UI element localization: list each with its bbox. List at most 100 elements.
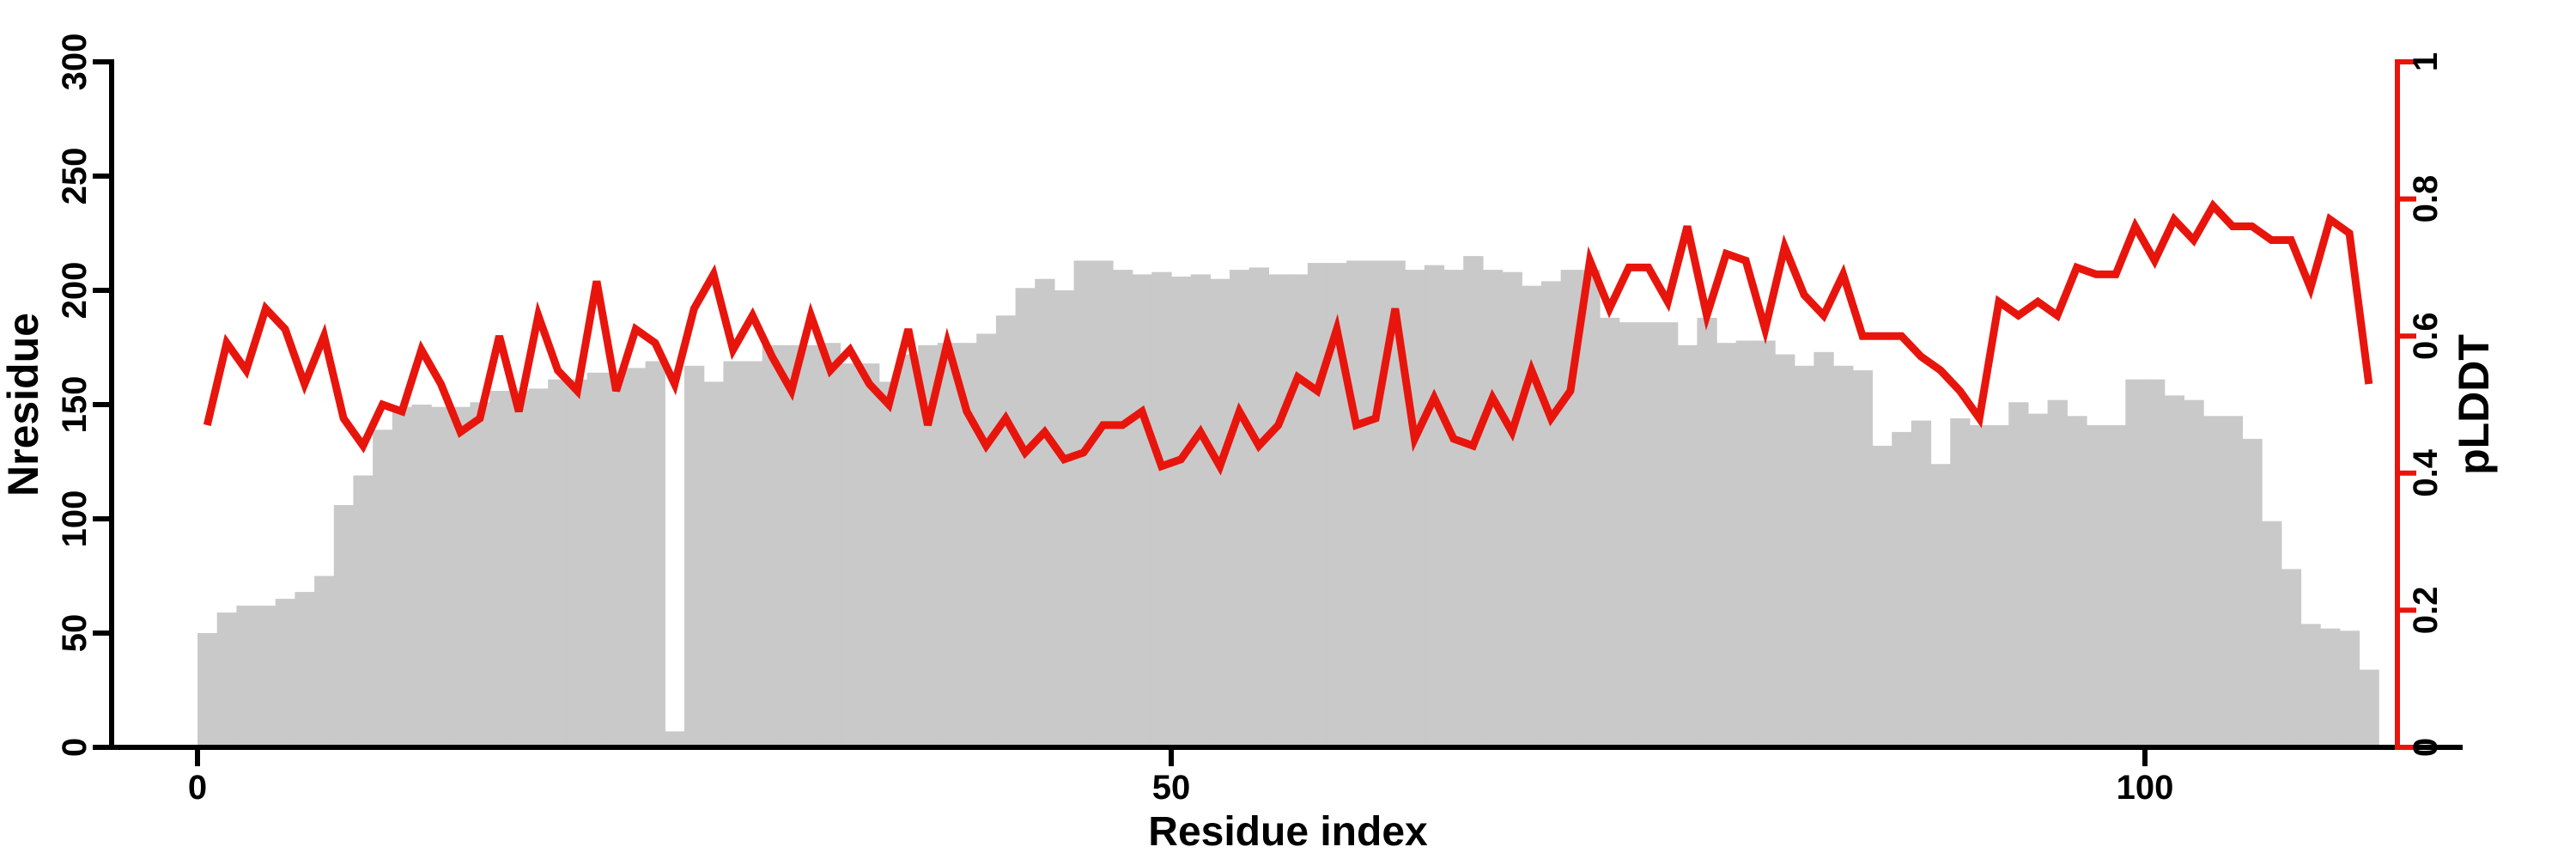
left-axis-tick-label: 300 <box>56 34 94 91</box>
nresidue-bar <box>1365 260 1387 747</box>
nresidue-bar <box>528 388 549 747</box>
nresidue-bar <box>1930 464 1951 747</box>
nresidue-bar <box>665 731 685 747</box>
nresidue-bar <box>1385 260 1406 747</box>
nresidue-bar <box>995 315 1017 747</box>
nresidue-bar <box>1833 365 1854 747</box>
nresidue-bar <box>2262 521 2282 747</box>
nresidue-bar <box>489 391 510 747</box>
nresidue-bar <box>1950 418 1971 747</box>
nresidue-bar <box>1638 322 1659 747</box>
nresidue-bar <box>840 363 860 747</box>
nresidue-bar <box>2087 424 2107 747</box>
nresidue-bar <box>275 599 295 747</box>
x-axis-tick-label: 100 <box>2117 769 2174 807</box>
nresidue-bar <box>820 343 841 747</box>
left-axis-tick-label: 150 <box>56 376 94 434</box>
nresidue-bar <box>216 612 237 747</box>
nresidue-bar <box>918 344 939 747</box>
nresidue-bar <box>878 381 900 747</box>
nresidue-bar <box>1190 274 1211 747</box>
nresidue-bar <box>1113 270 1133 748</box>
nresidue-bar <box>1424 265 1445 747</box>
nresidue-bar <box>1268 274 1289 747</box>
nresidue-bar <box>976 333 997 747</box>
nresidue-bar <box>1658 322 1679 747</box>
nresidue-bar <box>743 361 763 747</box>
nresidue-bar <box>1307 263 1328 748</box>
nresidue-bar <box>1443 270 1464 748</box>
right-axis-title: pLDDT <box>2450 334 2498 475</box>
nresidue-bar <box>2359 669 2379 747</box>
nresidue-bar <box>1522 285 1542 747</box>
nresidue-bar <box>2300 624 2321 747</box>
nresidue-bar <box>1989 424 2009 747</box>
nresidue-bar <box>2145 379 2166 747</box>
nresidue-bar <box>762 344 782 747</box>
nresidue-bar <box>2008 402 2029 747</box>
nresidue-bar <box>1619 322 1639 747</box>
nresidue-bar <box>1093 260 1114 747</box>
nresidue-bar <box>256 606 276 747</box>
nresidue-bar <box>1600 317 1620 747</box>
nresidue-bar <box>548 379 568 747</box>
plddt-line <box>203 199 2373 476</box>
nresidue-bar <box>431 406 452 747</box>
nresidue-bar <box>1735 340 1756 747</box>
nresidue-bar <box>1540 281 1562 747</box>
nresidue-bar <box>703 381 724 747</box>
left-axis-title: Nresidue <box>0 313 47 497</box>
nresidue-bar <box>1911 420 1932 747</box>
x-axis-tick-label: 0 <box>188 769 207 807</box>
left-axis-tick-label: 250 <box>56 148 94 205</box>
nresidue-bar <box>606 372 627 747</box>
x-axis-title: Residue index <box>1148 809 1428 855</box>
nresidue-bar <box>1073 260 1094 747</box>
nresidue-bar <box>450 406 471 747</box>
nresidue-bar <box>2184 399 2204 747</box>
nresidue-bar <box>1775 354 1795 747</box>
nresidue-bar <box>1230 270 1250 748</box>
right-axis-tick-label: 0.4 <box>2407 448 2445 497</box>
nresidue-bar <box>1288 274 1309 747</box>
right-axis-tick-label: 0.6 <box>2407 312 2445 360</box>
nresidue-bar <box>2242 438 2263 747</box>
nresidue-bar <box>1171 277 1192 747</box>
nresidue-bar <box>684 365 705 747</box>
left-axis-tick-label: 50 <box>56 614 94 653</box>
nresidue-bar <box>392 406 413 747</box>
nresidue-bar <box>1151 271 1172 747</box>
nresidue-bar <box>860 363 880 747</box>
left-axis-tick-label: 0 <box>56 738 94 757</box>
nresidue-bar <box>1872 445 1893 747</box>
nresidue-bar <box>626 368 647 747</box>
nresidue-bar <box>2320 628 2341 747</box>
nresidue-bar <box>801 344 822 747</box>
nresidue-bar <box>2164 395 2184 747</box>
nresidue-bar <box>373 430 393 747</box>
nresidue-bar <box>2281 569 2302 747</box>
nresidue-bar <box>586 372 607 747</box>
nresidue-bar <box>2203 416 2224 747</box>
nresidue-bar <box>1327 263 1347 748</box>
nresidue-bar <box>236 606 257 747</box>
nresidue-bar <box>2125 379 2146 747</box>
nresidue-bar <box>1035 278 1055 747</box>
nresidue-bar <box>1054 290 1075 747</box>
x-axis-residue-index: 0 50 100 <box>96 745 2463 807</box>
nresidue-bar <box>2027 413 2049 747</box>
nresidue-bar <box>1405 270 1425 748</box>
left-axis-tick-label: 100 <box>56 490 94 548</box>
plddt-line-series <box>203 199 2373 476</box>
nresidue-bar <box>470 402 490 747</box>
nresidue-bar <box>508 391 530 747</box>
nresidue-bar <box>898 354 919 747</box>
left-axis-nresidue: 0 50 100 150 200 250 300 <box>56 34 114 757</box>
nresidue-bar <box>567 379 588 747</box>
nresidue-bar <box>1697 317 1717 747</box>
nresidue-bar <box>1716 343 1737 747</box>
nresidue-bar <box>723 361 744 747</box>
nresidue-bar <box>333 505 355 747</box>
right-axis-tick-label: 0 <box>2407 738 2445 757</box>
